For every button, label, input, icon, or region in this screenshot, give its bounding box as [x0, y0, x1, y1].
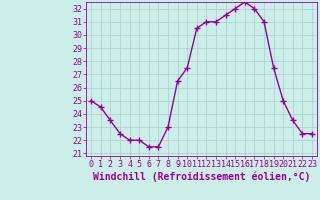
X-axis label: Windchill (Refroidissement éolien,°C): Windchill (Refroidissement éolien,°C)	[93, 172, 310, 182]
